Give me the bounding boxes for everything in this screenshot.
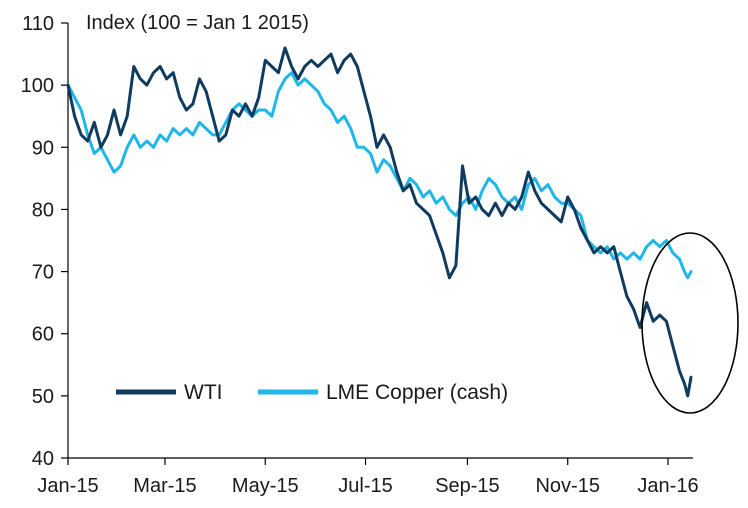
x-tick-label: Mar-15 bbox=[133, 475, 196, 497]
y-tick-label: 70 bbox=[32, 262, 54, 284]
y-tick-label: 110 bbox=[22, 13, 54, 35]
legend-label-lme-copper: LME Copper (cash) bbox=[326, 381, 508, 404]
legend-label-wti: WTI bbox=[184, 381, 222, 404]
x-tick-label: Jul-15 bbox=[338, 475, 392, 497]
y-tick-label: 60 bbox=[32, 324, 54, 346]
y-axis: 40 50 60 70 80 90 100 110 bbox=[21, 13, 69, 470]
x-tick-label: Jan-15 bbox=[37, 475, 98, 497]
x-tick-label: Sep-15 bbox=[435, 475, 500, 497]
legend: WTI LME Copper (cash) bbox=[116, 381, 508, 404]
y-tick-label: 50 bbox=[32, 386, 54, 408]
series-line-wti bbox=[66, 46, 693, 398]
highlight-ellipse bbox=[641, 232, 739, 414]
x-tick-label: Nov-15 bbox=[535, 475, 599, 497]
y-tick-label: 80 bbox=[32, 199, 54, 221]
chart-title: Index (100 = Jan 1 2015) bbox=[86, 12, 309, 34]
x-tick-label: May-15 bbox=[232, 475, 299, 497]
x-axis: Jan-15 Mar-15 May-15 Jul-15 Sep-15 Nov-15 Jan-… bbox=[37, 457, 699, 497]
series-layer bbox=[66, 46, 693, 398]
x-tick-label: Jan-16 bbox=[637, 475, 698, 497]
y-tick-label: 90 bbox=[32, 137, 54, 159]
y-tick-label: 40 bbox=[32, 448, 54, 470]
series-line-lme-copper bbox=[66, 71, 693, 280]
y-tick-label: 100 bbox=[21, 75, 54, 97]
